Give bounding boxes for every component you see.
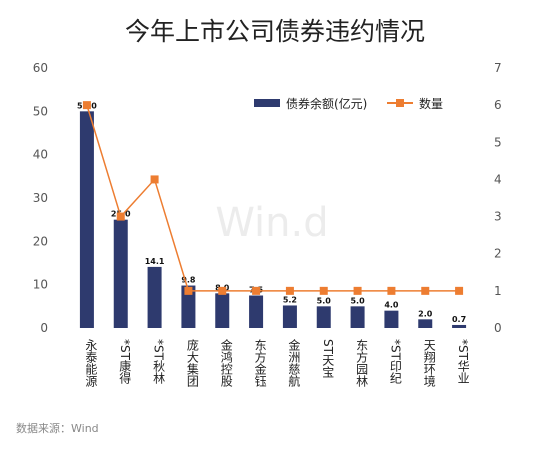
legend-bar-swatch xyxy=(254,99,280,107)
bar xyxy=(316,306,331,328)
left-tick-label: 50 xyxy=(33,104,48,118)
legend: 债券余额(亿元) 数量 xyxy=(254,96,443,111)
category-label: 庞大集团 xyxy=(185,338,199,388)
bar xyxy=(384,310,399,328)
category-labels: 永泰能源 *ST康得 *ST秋林 庞大集团 金鸿控股 东方金钰 金洲慈航 ST天宝 东方园林 *S… xyxy=(84,338,470,388)
category-label: *ST康得 xyxy=(118,339,132,384)
category-label: 金鸿控股 xyxy=(219,338,233,388)
left-tick-label: 0 xyxy=(40,321,48,335)
line-point xyxy=(285,286,294,295)
bar-value-label: 5.0 xyxy=(317,296,332,305)
right-tick-label: 4 xyxy=(494,172,502,186)
line-point xyxy=(387,286,396,295)
bar-series xyxy=(79,111,467,328)
bar xyxy=(79,111,94,328)
bar xyxy=(350,306,365,328)
bar xyxy=(452,324,467,328)
watermark: Win.d xyxy=(215,200,328,246)
line-point xyxy=(319,286,328,295)
bar xyxy=(113,219,128,328)
line-series xyxy=(82,101,464,295)
line-point xyxy=(353,286,362,295)
legend-bar-label: 债券余额(亿元) xyxy=(286,96,367,111)
category-label: *ST秋林 xyxy=(152,339,166,384)
right-tick-label: 5 xyxy=(494,135,502,149)
left-tick-label: 60 xyxy=(33,61,48,75)
left-tick-label: 30 xyxy=(33,191,48,205)
chart-title: 今年上市公司债券违约情况 xyxy=(125,17,425,46)
line-point xyxy=(184,286,193,295)
bar xyxy=(282,305,297,328)
line-point xyxy=(218,286,227,295)
line-point xyxy=(421,286,430,295)
category-label: 天翔环境 xyxy=(422,339,436,387)
right-tick-label: 6 xyxy=(494,98,502,112)
category-label: 东方金钰 xyxy=(253,339,267,387)
left-tick-label: 20 xyxy=(33,234,48,248)
category-label: 永泰能源 xyxy=(84,339,98,388)
bar xyxy=(249,295,264,328)
legend-line-label: 数量 xyxy=(419,96,443,111)
category-label: 东方园林 xyxy=(355,339,369,387)
bar-value-label: 0.7 xyxy=(452,315,466,324)
bar-value-label: 5.0 xyxy=(350,296,365,305)
left-tick-label: 40 xyxy=(33,148,48,162)
line-point xyxy=(252,286,261,295)
line-point xyxy=(455,286,464,295)
legend-line-marker xyxy=(396,99,404,107)
right-tick-label: 1 xyxy=(494,284,502,298)
right-tick-label: 0 xyxy=(494,321,502,335)
bar-value-label: 14.1 xyxy=(145,257,165,266)
bar-value-label: 5.2 xyxy=(283,295,297,304)
bar xyxy=(181,285,196,328)
bar-value-label: 9.8 xyxy=(181,276,196,285)
left-axis-ticks: 0 10 20 30 40 50 60 xyxy=(33,61,48,335)
bar xyxy=(418,319,433,328)
bar xyxy=(147,266,162,328)
bar-value-label: 4.0 xyxy=(384,301,399,310)
right-axis-ticks: 0 1 2 3 4 5 6 7 xyxy=(494,61,502,335)
source-note: 数据来源：Wind xyxy=(16,421,99,435)
line-point xyxy=(150,175,159,184)
count-line xyxy=(86,104,460,292)
right-tick-label: 3 xyxy=(494,210,502,224)
category-label: ST天宝 xyxy=(321,339,335,378)
bar-value-label: 2.0 xyxy=(418,309,433,318)
left-tick-label: 10 xyxy=(33,278,48,292)
category-label: *ST印纪 xyxy=(388,339,402,384)
category-label: 金洲慈航 xyxy=(287,338,301,388)
category-label: *ST华业 xyxy=(456,339,470,384)
line-point xyxy=(116,212,125,221)
line-point xyxy=(82,101,91,110)
bar xyxy=(215,293,230,328)
right-tick-label: 7 xyxy=(494,61,502,75)
right-tick-label: 2 xyxy=(494,247,502,261)
